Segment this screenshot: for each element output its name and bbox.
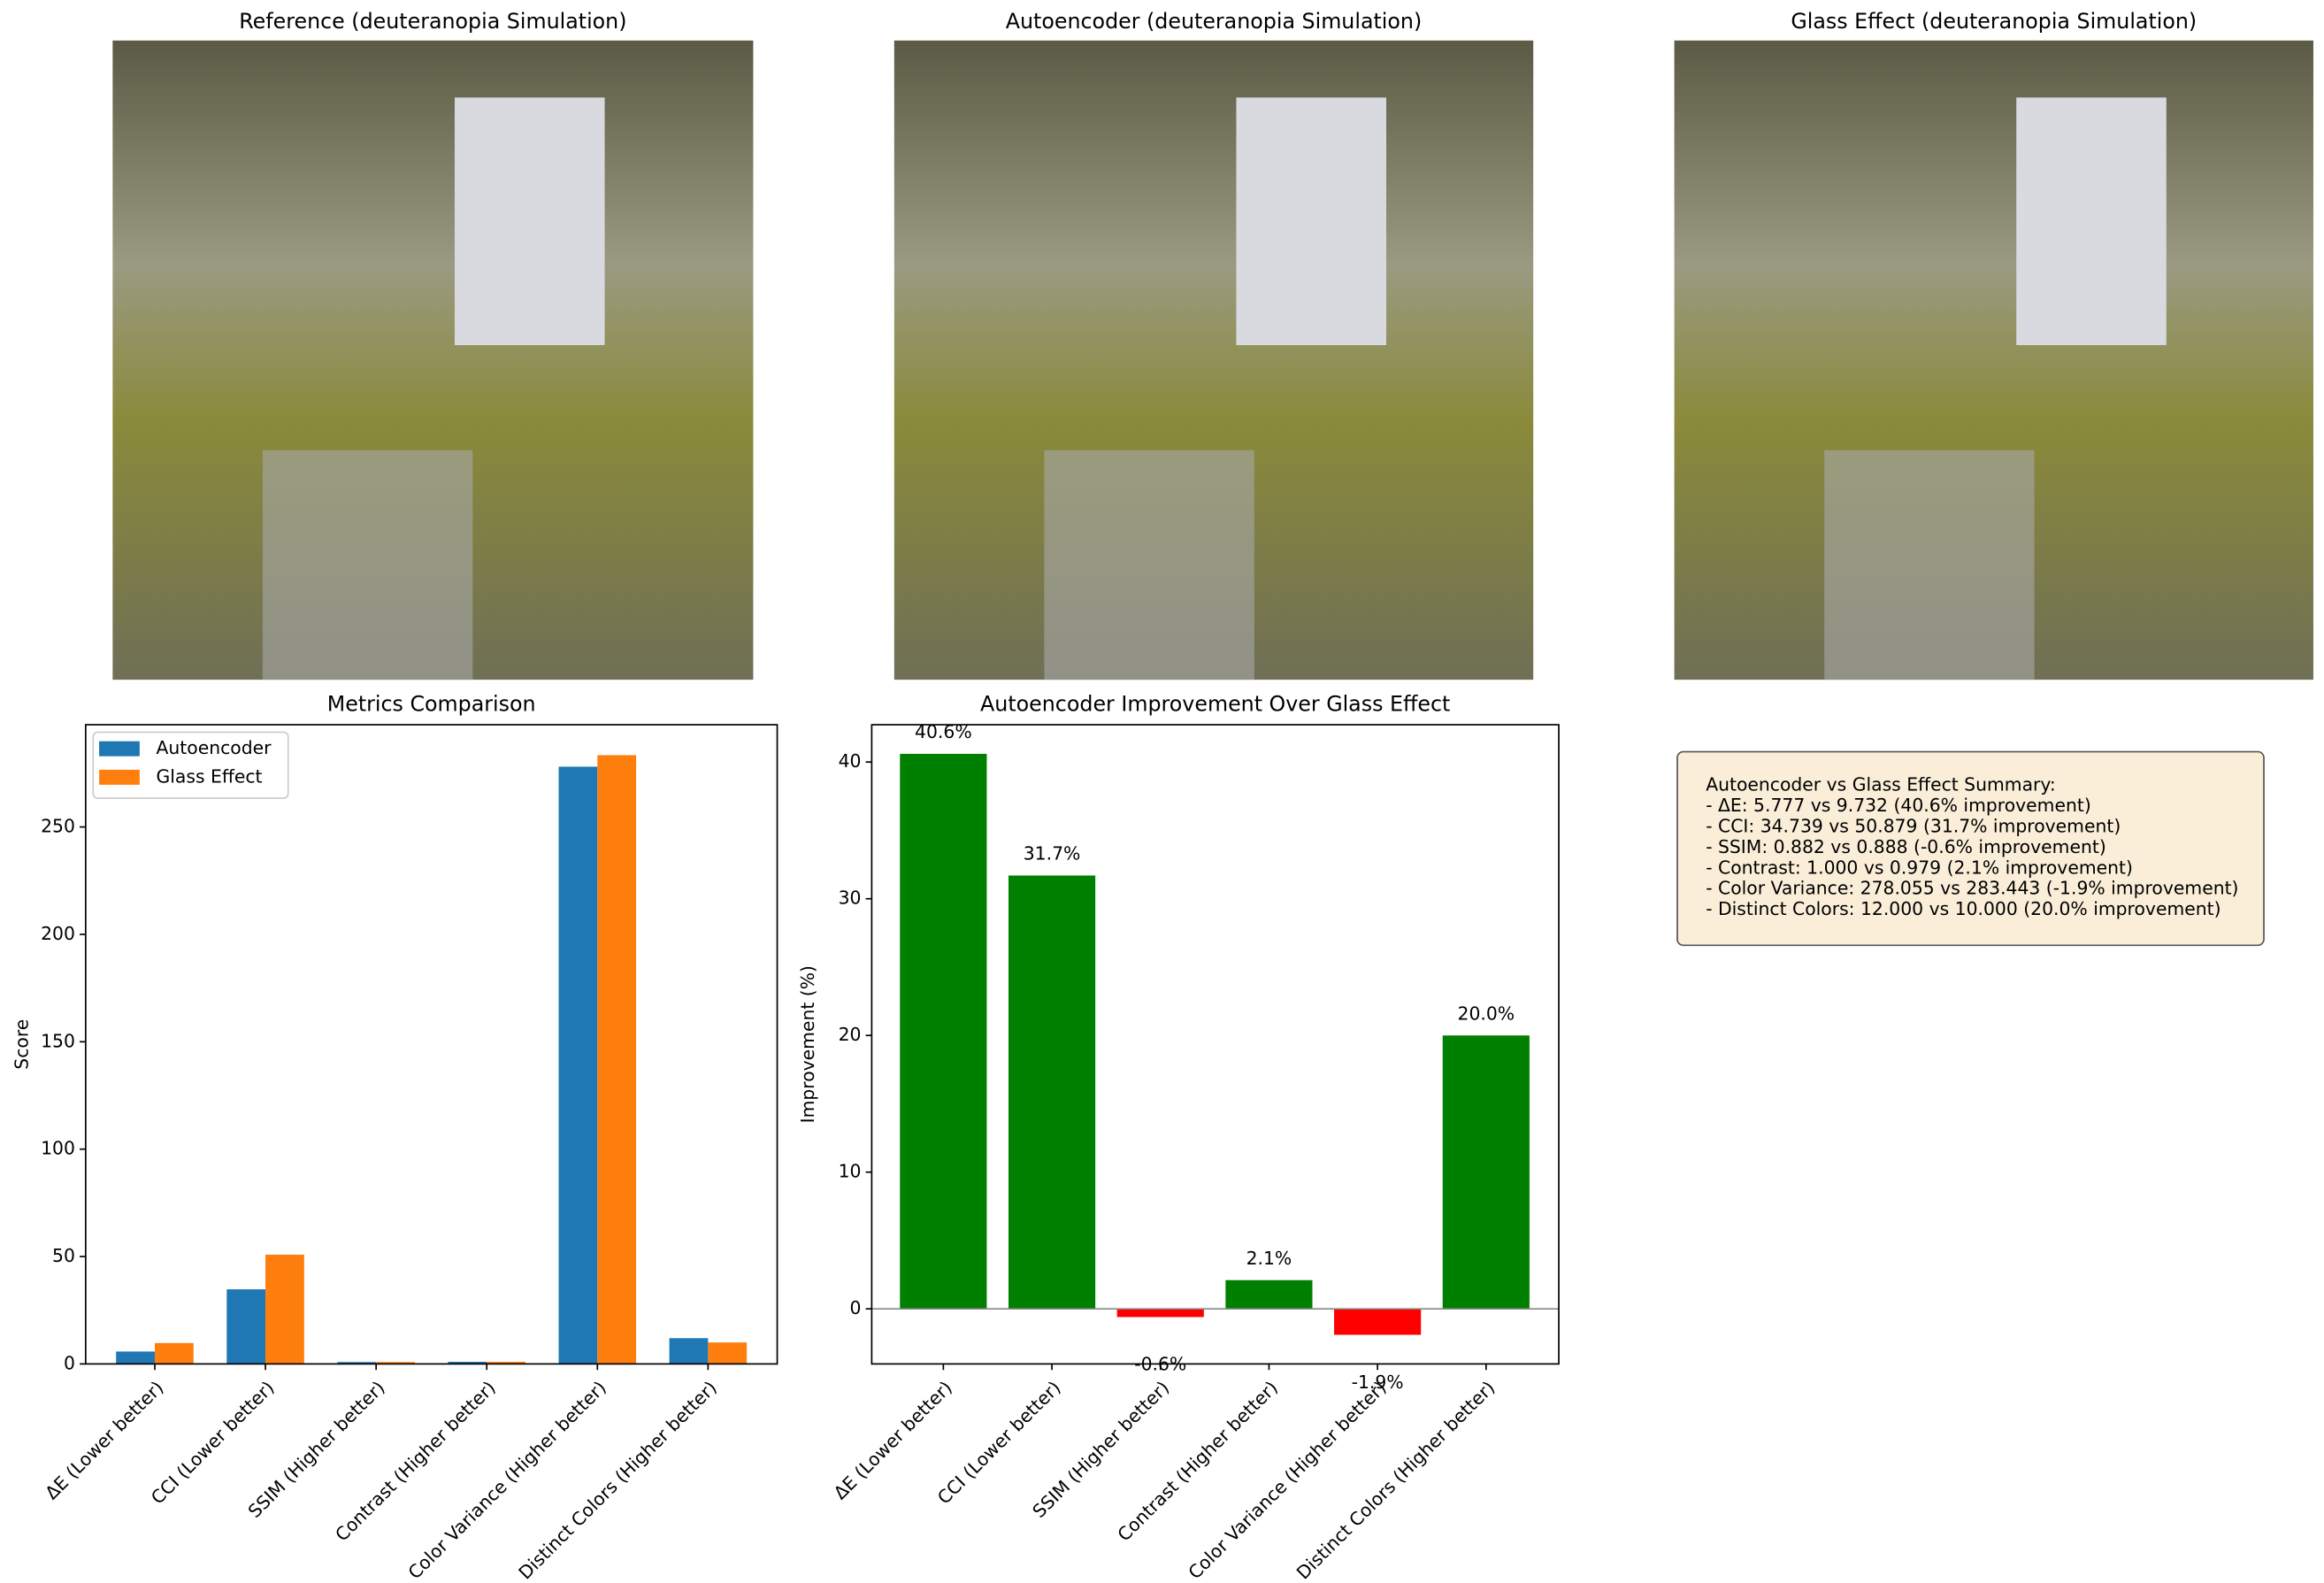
value-label: 20.0%	[1458, 1003, 1515, 1024]
summary-box: Autoencoder vs Glass Effect Summary:- ΔE…	[1676, 750, 2265, 947]
x-tick-label: CCI (Lower better)	[147, 1377, 279, 1509]
legend-swatch	[99, 769, 140, 785]
bar	[376, 1362, 415, 1364]
bar	[1008, 875, 1096, 1310]
y-tick-label: 0	[850, 1297, 862, 1318]
chart-title: Metrics Comparison	[327, 691, 536, 716]
image-title: Autoencoder (deuteranopia Simulation)	[1006, 9, 1422, 34]
y-tick-label: 150	[41, 1030, 75, 1051]
x-tick-label: Distinct Colors (Higher better)	[1292, 1377, 1499, 1583]
x-tick-label: Distinct Colors (Higher better)	[514, 1377, 721, 1583]
bar	[265, 1254, 304, 1364]
summary-line: - CCI: 34.739 vs 50.879 (31.7% improveme…	[1706, 815, 2121, 836]
sidewalk	[1824, 450, 2035, 680]
x-tick-label: ΔE (Lower better)	[41, 1377, 167, 1503]
value-label: -1.9%	[1352, 1372, 1404, 1393]
y-tick-label: 100	[41, 1138, 75, 1159]
bar	[1116, 1309, 1204, 1318]
value-label: 2.1%	[1246, 1248, 1292, 1269]
y-tick-label: 10	[839, 1161, 862, 1182]
sidewalk	[1044, 450, 1254, 680]
sign	[2016, 97, 2167, 346]
y-tick-label: 20	[839, 1024, 862, 1045]
x-tick-label: ΔE (Lower better)	[830, 1377, 956, 1503]
bar	[154, 1342, 194, 1364]
summary-line: - Contrast: 1.000 vs 0.979 (2.1% improve…	[1706, 857, 2133, 878]
sign	[454, 97, 605, 346]
y-axis-label: Score	[12, 1019, 33, 1070]
bar	[708, 1342, 748, 1364]
y-tick-label: 200	[41, 923, 75, 944]
summary-line: - SSIM: 0.882 vs 0.888 (-0.6% improvemen…	[1706, 836, 2106, 857]
summary-line: - Distinct Colors: 12.000 vs 10.000 (20.…	[1706, 898, 2220, 919]
bar	[1334, 1309, 1422, 1335]
bar	[448, 1361, 487, 1364]
x-tick-label: Color Variance (Higher better)	[404, 1377, 610, 1583]
bar	[669, 1338, 709, 1364]
legend-frame	[92, 731, 289, 799]
y-tick-label: 50	[52, 1245, 75, 1266]
image-title: Reference (deuteranopia Simulation)	[239, 9, 626, 34]
bar	[558, 766, 598, 1364]
y-tick-label: 250	[41, 816, 75, 837]
y-tick-label: 40	[839, 750, 862, 772]
y-axis-label: Improvement (%)	[797, 965, 818, 1123]
legend-swatch	[99, 741, 140, 757]
sign	[1236, 97, 1387, 346]
bar	[1442, 1035, 1530, 1310]
sidewalk	[262, 450, 473, 680]
legend-label: Autoencoder	[157, 737, 272, 758]
summary-frame	[1676, 750, 2265, 947]
summary-line: - Color Variance: 278.055 vs 283.443 (-1…	[1706, 878, 2238, 899]
summary-line: Autoencoder vs Glass Effect Summary:	[1706, 774, 2056, 795]
value-label: 31.7%	[1024, 843, 1081, 865]
chart-title: Autoencoder Improvement Over Glass Effec…	[980, 691, 1450, 716]
axes-frame	[871, 724, 1560, 1365]
bar	[337, 1362, 377, 1364]
legend-label: Glass Effect	[157, 765, 263, 787]
axes-frame	[84, 724, 779, 1365]
bar	[1225, 1279, 1313, 1310]
bar	[597, 755, 637, 1364]
y-tick-label: 30	[839, 888, 862, 909]
summary-line: - ΔE: 5.777 vs 9.732 (40.6% improvement)	[1706, 795, 2091, 816]
y-tick-label: 0	[64, 1352, 75, 1373]
bar	[487, 1362, 525, 1364]
bar	[116, 1351, 155, 1364]
image-title: Glass Effect (deuteranopia Simulation)	[1791, 9, 2197, 34]
bar	[226, 1289, 266, 1364]
bar	[900, 753, 987, 1310]
x-tick-label: Color Variance (Higher better)	[1184, 1377, 1390, 1583]
